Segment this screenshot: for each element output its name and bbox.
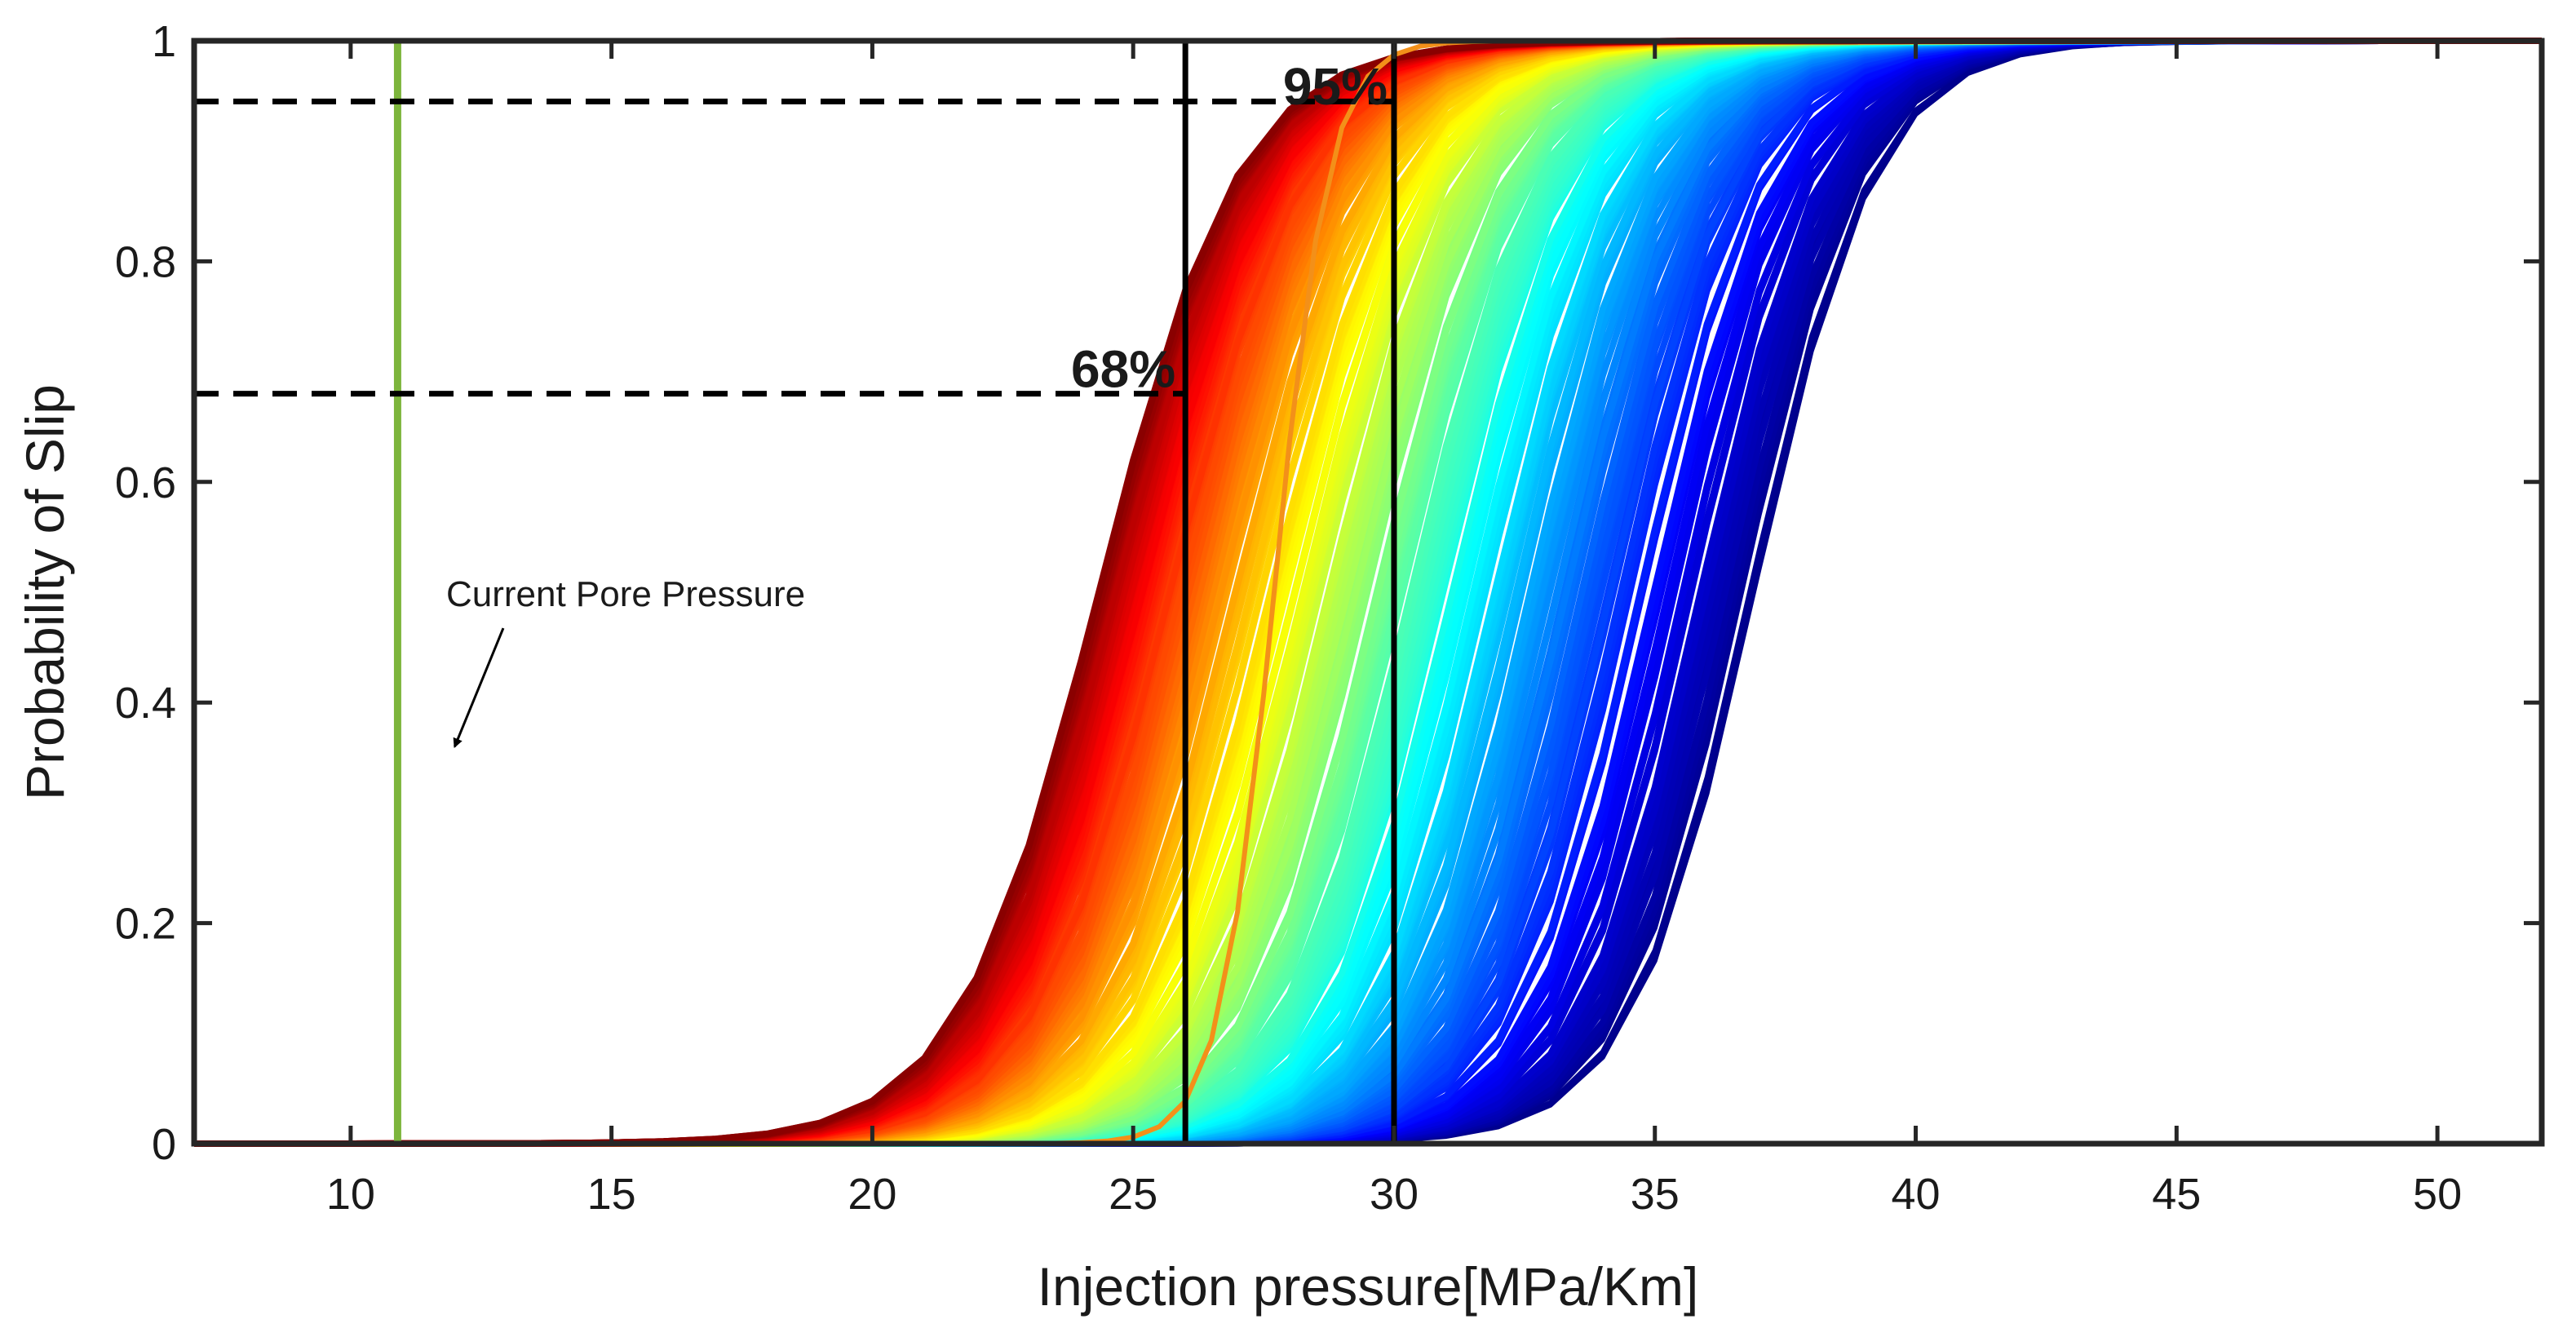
annotation-arrow: [453, 627, 505, 749]
plot-frame: [191, 38, 2545, 1147]
x-axis-title: Injection pressure[MPa/Km]: [1038, 1256, 1699, 1317]
y-tick-label: 0.8: [115, 237, 176, 286]
y-axis-title: Probability of Slip: [15, 384, 75, 800]
x-tick-label: 15: [587, 1170, 636, 1219]
x-tick-label: 45: [2152, 1170, 2201, 1219]
x-tick-label: 25: [1109, 1170, 1157, 1219]
y-tick-label: 0: [152, 1120, 176, 1169]
y-tick-label: 1: [152, 17, 176, 66]
y-tick-label: 0.4: [115, 679, 176, 728]
confidence-label-68: 68%: [1071, 340, 1175, 399]
x-tick-label: 35: [1631, 1170, 1680, 1219]
current-pore-pressure-label: Current Pore Pressure: [446, 574, 805, 614]
x-tick-label: 10: [326, 1170, 375, 1219]
confidence-label-95: 95%: [1283, 57, 1388, 116]
x-tick-label: 30: [1370, 1170, 1419, 1219]
x-tick-label: 50: [2413, 1170, 2462, 1219]
labels: Injection pressure[MPa/Km] Probability o…: [15, 57, 1698, 1317]
x-tick-label: 20: [848, 1170, 896, 1219]
y-tick-label: 0.2: [115, 900, 176, 949]
x-tick-label: 40: [1891, 1170, 1940, 1219]
axes: 10 15 20 25 30 35 40 45 50 0 0.2 0.4 0.6 0.8 1: [115, 17, 2545, 1219]
y-tick-label: 0.6: [115, 458, 176, 507]
